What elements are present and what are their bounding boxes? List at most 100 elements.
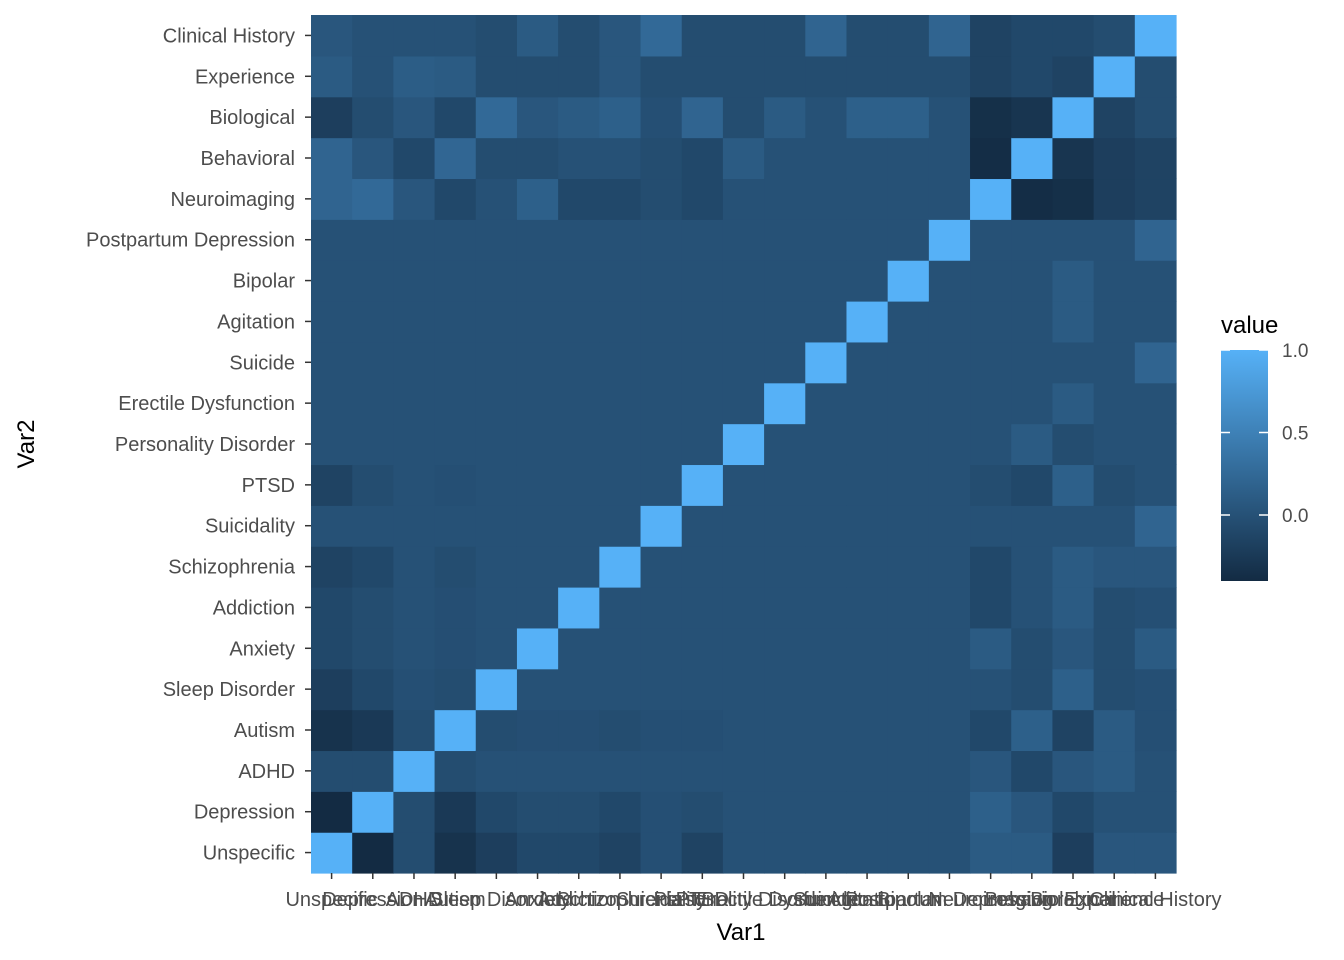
heatmap-cell [970, 15, 1012, 56]
heatmap-cell [641, 791, 683, 832]
heatmap-cell [476, 505, 518, 546]
heatmap-cell [476, 832, 518, 873]
heatmap-cell [929, 138, 971, 179]
heatmap-cell [846, 424, 888, 465]
heatmap-cell [1135, 464, 1177, 505]
heatmap-cell [517, 260, 559, 301]
heatmap-cell [846, 832, 888, 873]
heatmap-cell [846, 138, 888, 179]
heatmap-cell [1052, 505, 1094, 546]
heatmap-cell [764, 587, 806, 628]
heatmap-cell [970, 301, 1012, 342]
heatmap-cell [1135, 301, 1177, 342]
heatmap-cell [352, 505, 394, 546]
heatmap-cell [846, 505, 888, 546]
y-tick-label: Anxiety [229, 638, 295, 660]
heatmap-cell [393, 219, 435, 260]
heatmap-cell [723, 710, 765, 751]
heatmap-cell [476, 710, 518, 751]
heatmap-cell [641, 669, 683, 710]
heatmap-cell [1011, 587, 1053, 628]
heatmap-cell [1011, 505, 1053, 546]
heatmap-cell [1052, 750, 1094, 791]
heatmap-cell [641, 505, 683, 546]
heatmap-cell [599, 138, 641, 179]
heatmap-cell [723, 546, 765, 587]
heatmap-cell [888, 97, 930, 138]
heatmap-cell [723, 832, 765, 873]
heatmap-cell [1052, 15, 1094, 56]
heatmap-cell [476, 669, 518, 710]
heatmap-cell [352, 138, 394, 179]
heatmap-cell [805, 587, 847, 628]
legend-tick-label: 0.0 [1282, 506, 1308, 527]
heatmap-cell [1135, 342, 1177, 383]
heatmap-cell [764, 138, 806, 179]
heatmap-cell [435, 301, 477, 342]
heatmap-cell [435, 710, 477, 751]
y-tick-label: Schizophrenia [168, 557, 296, 579]
heatmap-cell [1052, 342, 1094, 383]
heatmap-cell [929, 301, 971, 342]
heatmap-cell [723, 219, 765, 260]
heatmap-cell [970, 97, 1012, 138]
heatmap-cell [764, 56, 806, 97]
y-tick-label: ADHD [238, 761, 295, 783]
heatmap-cell [1135, 750, 1177, 791]
x-axis: UnspecificDepressionADHDAutismSleep Diso… [285, 873, 1221, 911]
heatmap-cell [888, 56, 930, 97]
heatmap-cell [558, 750, 600, 791]
heatmap-cell [435, 669, 477, 710]
heatmap-cell [764, 505, 806, 546]
heatmap-cell [970, 424, 1012, 465]
heatmap-cell [476, 587, 518, 628]
heatmap-cell [393, 260, 435, 301]
heatmap-cell [929, 383, 971, 424]
heatmap-cell [352, 791, 394, 832]
heatmap-cell [311, 791, 353, 832]
heatmap-cell [846, 710, 888, 751]
heatmap-cell [764, 832, 806, 873]
heatmap-cell [846, 56, 888, 97]
heatmap-cell [435, 383, 477, 424]
heatmap-cell [435, 464, 477, 505]
heatmap-cell [311, 138, 353, 179]
legend-tick-label: 0.5 [1282, 424, 1308, 445]
heatmap-cell [311, 832, 353, 873]
heatmap-cell [476, 628, 518, 669]
heatmap-cell [723, 383, 765, 424]
heatmap-cell [1135, 138, 1177, 179]
heatmap-cell [558, 832, 600, 873]
heatmap-cell [393, 15, 435, 56]
heatmap-cell [970, 750, 1012, 791]
heatmap-cell [723, 138, 765, 179]
heatmap-cell [517, 505, 559, 546]
heatmap-cell [764, 383, 806, 424]
heatmap-cell [352, 710, 394, 751]
heatmap-cell [888, 260, 930, 301]
heatmap-cell [929, 97, 971, 138]
heatmap-cell [476, 97, 518, 138]
heatmap-cell [517, 301, 559, 342]
heatmap-cell [1094, 505, 1136, 546]
heatmap-cell [846, 97, 888, 138]
heatmap-cell [311, 260, 353, 301]
heatmap-cell [846, 546, 888, 587]
heatmap-cell [682, 710, 724, 751]
heatmap-cell [558, 505, 600, 546]
heatmap-cell [888, 342, 930, 383]
heatmap-cell [558, 97, 600, 138]
heatmap-cell [476, 750, 518, 791]
heatmap-cell [1052, 56, 1094, 97]
heatmap-cell [1052, 260, 1094, 301]
heatmap-cell [641, 260, 683, 301]
heatmap-cell [517, 546, 559, 587]
heatmap-cell [1094, 546, 1136, 587]
heatmap-cell [682, 464, 724, 505]
heatmap-cell [970, 342, 1012, 383]
heatmap-cells [311, 15, 1177, 874]
heatmap-cell [929, 669, 971, 710]
heatmap-cell [929, 178, 971, 219]
heatmap-cell [970, 464, 1012, 505]
heatmap-cell [599, 669, 641, 710]
